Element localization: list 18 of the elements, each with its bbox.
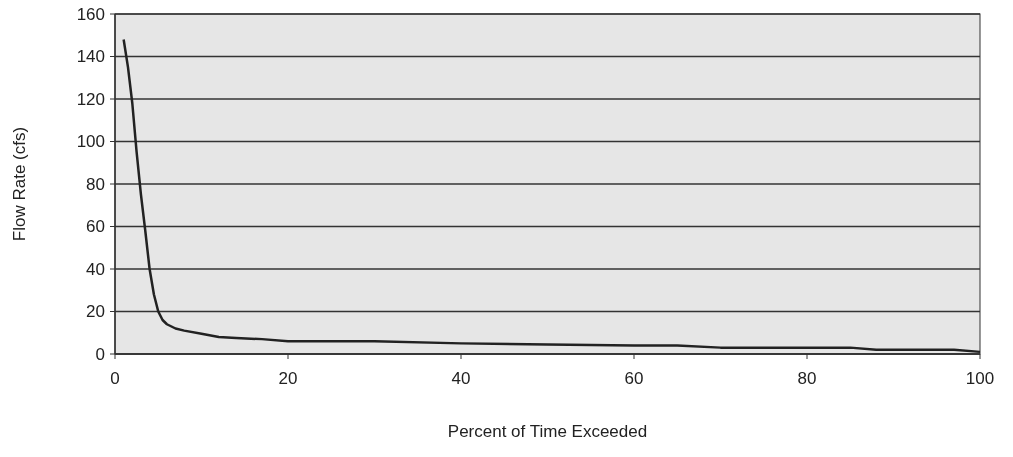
x-tick-label: 100 [965, 369, 995, 388]
y-tick-label: 160 [76, 4, 105, 24]
x-tick-label: 60 [624, 369, 644, 388]
line-series [122, 38, 982, 354]
y-tick-label: 140 [76, 47, 105, 67]
y-tick-label: 120 [76, 89, 105, 109]
x-tick-label: 20 [278, 369, 298, 388]
y-tick-label: 0 [95, 344, 105, 364]
y-tick-label: 20 [86, 302, 105, 322]
x-axis-title: Percent of Time Exceeded [447, 422, 648, 441]
y-tick-label: 80 [86, 174, 105, 194]
x-tick-label: 80 [797, 369, 817, 388]
y-tick-label: 100 [76, 132, 105, 152]
y-axis-title: Flow Rate (cfs) [10, 126, 29, 242]
x-tick-label: 40 [451, 369, 471, 388]
y-tick-label: 40 [86, 259, 105, 279]
y-tick-label: 60 [86, 217, 105, 237]
x-tick-label: 0 [110, 369, 120, 388]
